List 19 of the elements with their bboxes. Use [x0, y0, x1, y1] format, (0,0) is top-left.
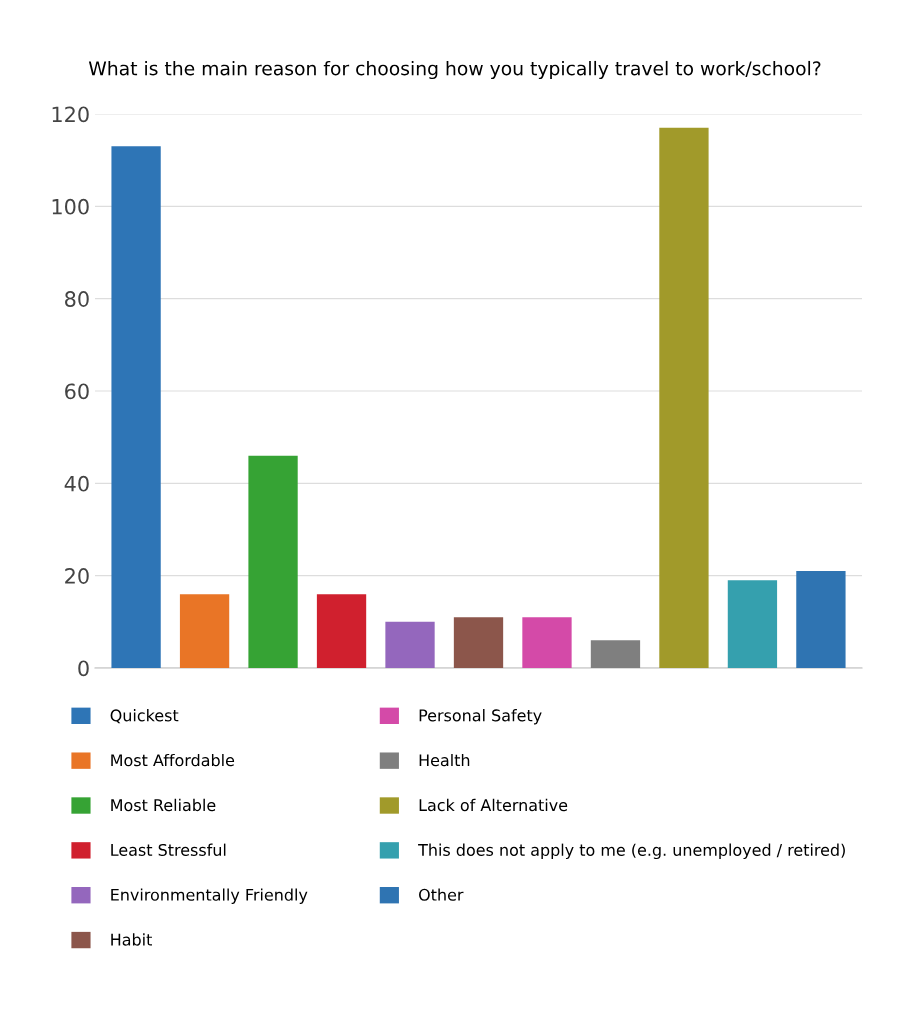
y-tick-label: 80 [65, 291, 89, 307]
legend-label: Habit [111, 933, 152, 946]
legend-label: Other [419, 888, 464, 901]
y-tick-label: 40 [64, 475, 89, 492]
legend-label: Most Reliable [111, 798, 216, 812]
legend-label: Least Stressful [111, 843, 226, 856]
legend-label: Quickest [110, 709, 179, 724]
legend-label: Personal Safety [419, 709, 542, 725]
legend-label: Environmentally Friendly [111, 888, 308, 904]
y-tick-label: 100 [52, 198, 89, 215]
legend-label: This does not apply to me (e.g. unemployed / retired) [418, 843, 845, 860]
legend-label: Lack of Alternative [419, 798, 568, 812]
y-tick-label: 60 [65, 383, 89, 400]
legend-label: Most Affordable [111, 753, 235, 767]
y-tick-label: 120 [52, 106, 89, 123]
y-tick-label: 20 [65, 568, 89, 584]
legend-label: Health [419, 753, 470, 767]
chart-title: What is the main reason for choosing how you typically travel to work/school? [88, 60, 821, 80]
y-tick-label: 0 [78, 660, 89, 677]
